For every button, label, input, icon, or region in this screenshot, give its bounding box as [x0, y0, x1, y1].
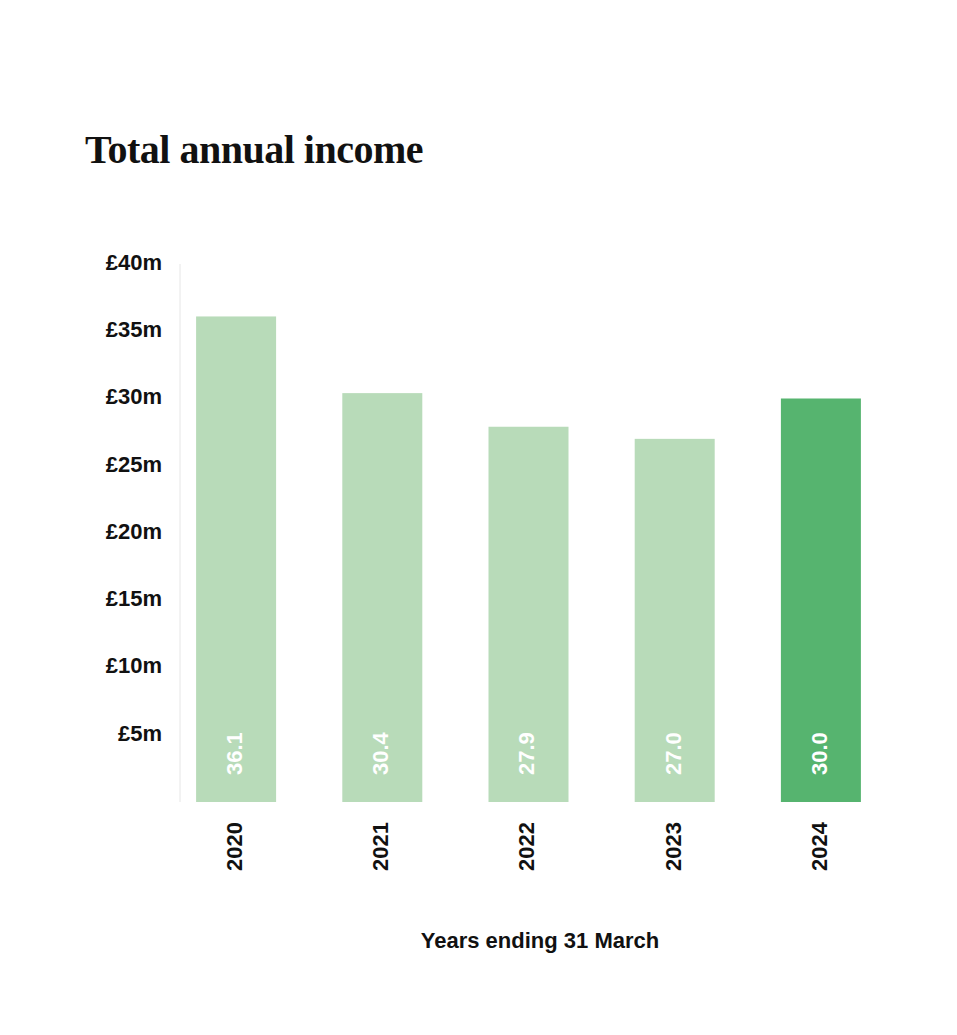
data-label: 30.4 — [368, 731, 393, 775]
x-tick-label: 2023 — [661, 822, 686, 871]
x-axis-label: Years ending 31 March — [421, 928, 659, 953]
data-label: 30.0 — [807, 732, 832, 775]
data-label: 36.1 — [222, 732, 247, 775]
y-tick-label: £30m — [106, 384, 162, 409]
y-tick-label: £35m — [106, 317, 162, 342]
chart: Total annual income £5m £10m £15m £20m £25m £3… — [0, 0, 957, 1035]
x-tick-label: 2020 — [222, 822, 247, 871]
data-label: 27.0 — [661, 732, 686, 775]
y-tick-label: £5m — [118, 721, 162, 746]
y-tick-label: £25m — [106, 452, 162, 477]
y-tick-label: £40m — [106, 250, 162, 275]
data-label: 27.9 — [514, 732, 539, 775]
bar — [342, 393, 422, 802]
y-tick-label: £10m — [106, 653, 162, 678]
bar — [781, 399, 861, 803]
bar — [489, 427, 569, 802]
bar — [635, 439, 715, 802]
bar — [196, 316, 276, 802]
x-tick-label: 2022 — [514, 822, 539, 871]
y-axis-line — [180, 264, 181, 802]
title: Total annual income — [85, 127, 423, 172]
bars — [196, 316, 861, 802]
x-tick-label: 2021 — [368, 822, 393, 871]
y-tick-label: £20m — [106, 519, 162, 544]
y-tick-label: £15m — [106, 586, 162, 611]
x-tick-label: 2024 — [807, 821, 832, 871]
